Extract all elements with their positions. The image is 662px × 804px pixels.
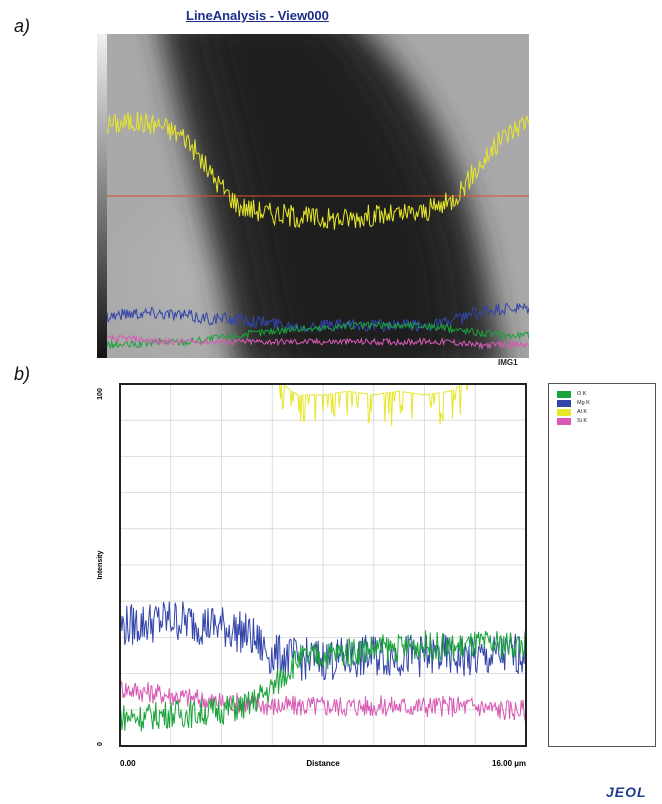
legend-label-al: Al K [577, 409, 588, 415]
plot-frame [119, 383, 527, 747]
micrograph-profile-mg-k [106, 302, 530, 334]
chart-svg: 100 0 Intensity 0.00 16.00 µm Distance [97, 383, 527, 768]
legend: O K Mg K Al K Si K [548, 383, 656, 747]
y-tick-label-min: 0 [97, 742, 104, 746]
image-tag: IMG1 [498, 358, 518, 367]
panel-label-a: a) [14, 16, 31, 36]
y-tick-label-max: 100 [97, 388, 104, 400]
x-tick-label-max: 16.00 µm [492, 759, 526, 768]
micrograph-profile-si-k [106, 334, 530, 351]
legend-label-o: O K [577, 391, 587, 397]
x-tick-label-min: 0.00 [120, 759, 136, 768]
series-line-si-k [119, 680, 527, 721]
legend-item-si: Si K [557, 417, 587, 425]
legend-swatch-si [557, 417, 571, 425]
legend-item-al: Al K [557, 408, 587, 416]
view-title: LineAnalysis - View000 [186, 8, 329, 23]
micrograph-profile-al-k [106, 111, 530, 230]
legend-label-mg: Mg K [577, 400, 590, 406]
legend-swatch-al [557, 408, 571, 416]
grayscale-bar [97, 34, 107, 358]
series-line-o-k [119, 630, 527, 732]
x-axis-label: Distance [306, 759, 340, 768]
y-axis-label: Intensity [97, 551, 104, 580]
legend-item-o: O K [557, 390, 586, 398]
panel-label-b: b) [14, 364, 31, 384]
jeol-logo: JEOL [606, 784, 647, 800]
legend-label-si: Si K [577, 418, 588, 424]
legend-swatch-o [557, 390, 571, 398]
legend-swatch-mg [557, 399, 571, 407]
legend-item-mg: Mg K [557, 399, 590, 407]
micrograph-image [97, 14, 530, 374]
sem-micrograph [97, 14, 530, 374]
line-profile-chart: 100 0 Intensity 0.00 16.00 µm Distance [88, 354, 538, 774]
